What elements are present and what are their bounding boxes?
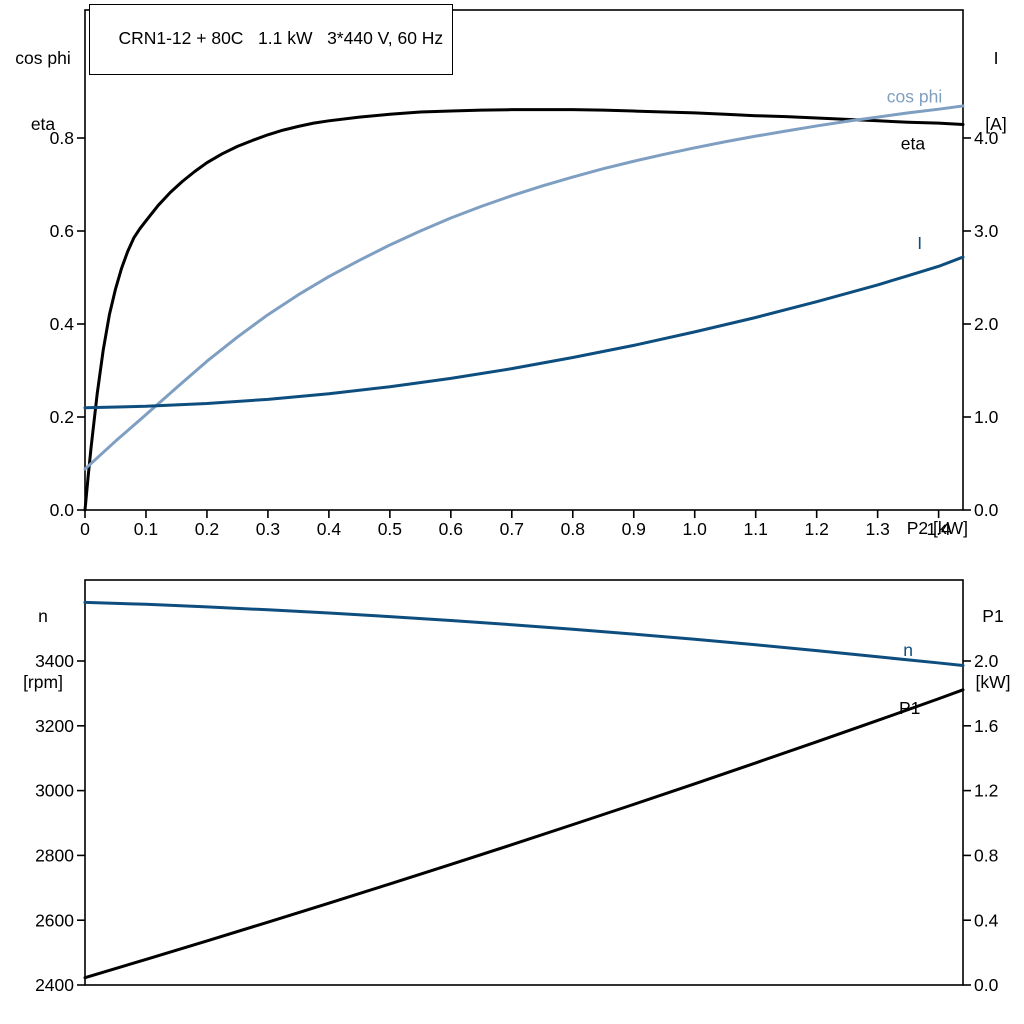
x-tick-label: 1.1 bbox=[744, 519, 768, 539]
top-left-axis-label-line1: cos phi bbox=[15, 48, 71, 68]
right-tick-label: 0.4 bbox=[974, 910, 999, 930]
left-tick-label: 3000 bbox=[35, 781, 74, 801]
left-tick-label: 0.0 bbox=[50, 500, 75, 520]
x-tick-label: 0.6 bbox=[439, 519, 463, 539]
curve-label-cos-phi: cos phi bbox=[887, 86, 942, 106]
top-left-axis-label: cos phi eta bbox=[4, 3, 82, 179]
chart-title: CRN1-12 + 80C 1.1 kW 3*440 V, 60 Hz bbox=[118, 28, 444, 48]
curve-label-i: I bbox=[917, 233, 922, 253]
right-tick-label: 1.2 bbox=[974, 781, 998, 801]
top-right-axis-label-line1: I bbox=[993, 48, 999, 68]
curve-n bbox=[83, 600, 965, 668]
bottom-left-axis-label-line2: [rpm] bbox=[23, 672, 63, 692]
bottom-right-axis-label: P1 [kW] bbox=[964, 561, 1022, 737]
curve-label-p1: P1 bbox=[899, 698, 920, 718]
curve-p1 bbox=[83, 688, 965, 980]
left-tick-label: 2800 bbox=[35, 846, 74, 866]
left-tick-label: 3400 bbox=[35, 651, 74, 671]
x-tick-label: 0.1 bbox=[134, 519, 158, 539]
top-right-axis-label-line2: [A] bbox=[985, 114, 1007, 134]
right-tick-label: 1.6 bbox=[974, 716, 998, 736]
bottom-right-axis-label-line2: [kW] bbox=[975, 672, 1011, 692]
x-tick-label: 0.5 bbox=[378, 519, 402, 539]
curve-i bbox=[83, 255, 965, 410]
x-tick-label: 0.9 bbox=[622, 519, 646, 539]
curve-eta bbox=[83, 108, 965, 512]
right-tick-label: 2.0 bbox=[974, 314, 999, 334]
left-tick-label: 0.8 bbox=[50, 128, 74, 148]
curve-label-eta: eta bbox=[901, 133, 926, 153]
x-tick-label: 0.3 bbox=[256, 519, 280, 539]
x-tick-label: 1.3 bbox=[865, 519, 889, 539]
plot-frame bbox=[84, 579, 964, 986]
top-right-axis-label: I [A] bbox=[972, 3, 1020, 179]
chart-title-box: CRN1-12 + 80C 1.1 kW 3*440 V, 60 Hz bbox=[89, 4, 454, 75]
x-tick-label: 0.2 bbox=[195, 519, 219, 539]
curve-label-n: n bbox=[903, 640, 913, 660]
left-tick-label: 2400 bbox=[35, 975, 74, 995]
x-tick-label: 0.7 bbox=[500, 519, 524, 539]
left-tick-label: 2600 bbox=[35, 910, 74, 930]
right-tick-label: 3.0 bbox=[974, 221, 999, 241]
x-axis-unit-label: P2 [kW] bbox=[906, 518, 968, 538]
left-tick-label: 0.2 bbox=[50, 407, 74, 427]
x-tick-label: 1.4 bbox=[926, 519, 951, 539]
left-tick-label: 3200 bbox=[35, 716, 74, 736]
bottom-left-axis-label-line1: n bbox=[38, 606, 48, 626]
x-tick-label: 1.2 bbox=[805, 519, 829, 539]
curve-cos-phi bbox=[83, 104, 965, 471]
x-tick-label: 1.0 bbox=[683, 519, 708, 539]
bottom-left-axis-label: n [rpm] bbox=[4, 561, 82, 737]
x-tick-label: 0.4 bbox=[317, 519, 342, 539]
plot-frame bbox=[84, 9, 964, 511]
right-tick-label: 1.0 bbox=[974, 407, 999, 427]
left-tick-label: 0.6 bbox=[50, 221, 74, 241]
x-tick-label: 0.8 bbox=[561, 519, 585, 539]
right-tick-label: 2.0 bbox=[974, 651, 999, 671]
x-tick-label: 0 bbox=[80, 519, 90, 539]
right-tick-label: 0.0 bbox=[974, 975, 999, 995]
right-tick-label: 4.0 bbox=[974, 128, 999, 148]
right-tick-label: 0.8 bbox=[974, 846, 998, 866]
right-tick-label: 0.0 bbox=[974, 500, 999, 520]
bottom-right-axis-label-line1: P1 bbox=[982, 606, 1004, 626]
top-left-axis-label-line2: eta bbox=[30, 114, 56, 134]
left-tick-label: 0.4 bbox=[50, 314, 75, 334]
